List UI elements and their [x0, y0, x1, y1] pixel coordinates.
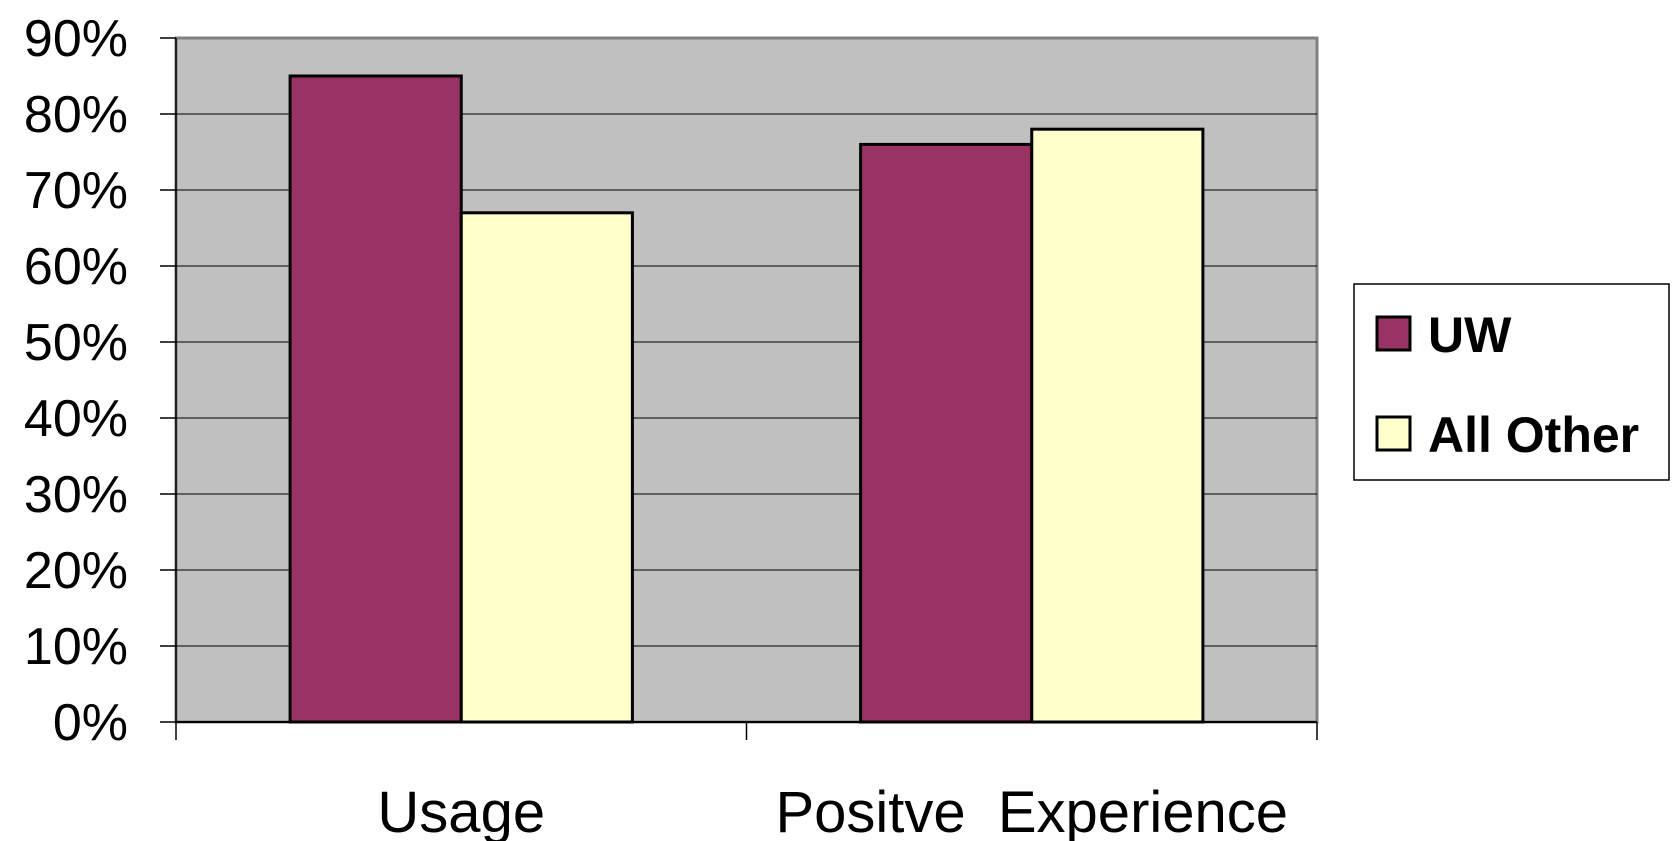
bar-all-other	[1030, 127, 1205, 724]
y-axis: 0% 10% 20% 30% 40% 50% 60% 70% 80% 90%	[24, 10, 177, 752]
x-category-label: Positve Experience	[775, 780, 1288, 841]
legend-swatch-uw	[1375, 315, 1412, 352]
bar-uw	[859, 142, 1034, 724]
bars	[288, 74, 1205, 724]
legend: UW All Other	[1353, 283, 1670, 481]
y-tick-label: 0%	[53, 694, 128, 752]
y-tick-label: 70%	[24, 162, 128, 220]
y-tick-label: 10%	[24, 618, 128, 676]
y-tick-label: 80%	[24, 86, 128, 144]
y-tick-label: 90%	[24, 10, 128, 68]
y-tick-label: 20%	[24, 542, 128, 600]
bar-uw	[288, 74, 463, 724]
y-tick-label: 40%	[24, 390, 128, 448]
y-tick-label: 60%	[24, 238, 128, 296]
bar-all-other	[459, 211, 634, 724]
legend-swatch-all-other	[1375, 415, 1412, 452]
legend-label-uw: UW	[1428, 307, 1512, 363]
y-tick-label: 30%	[24, 466, 128, 524]
legend-label-all-other: All Other	[1428, 407, 1639, 463]
x-category-label: Usage	[377, 780, 545, 841]
x-axis: Usage Positve Experience	[175, 721, 1318, 841]
y-tick-label: 50%	[24, 314, 128, 372]
